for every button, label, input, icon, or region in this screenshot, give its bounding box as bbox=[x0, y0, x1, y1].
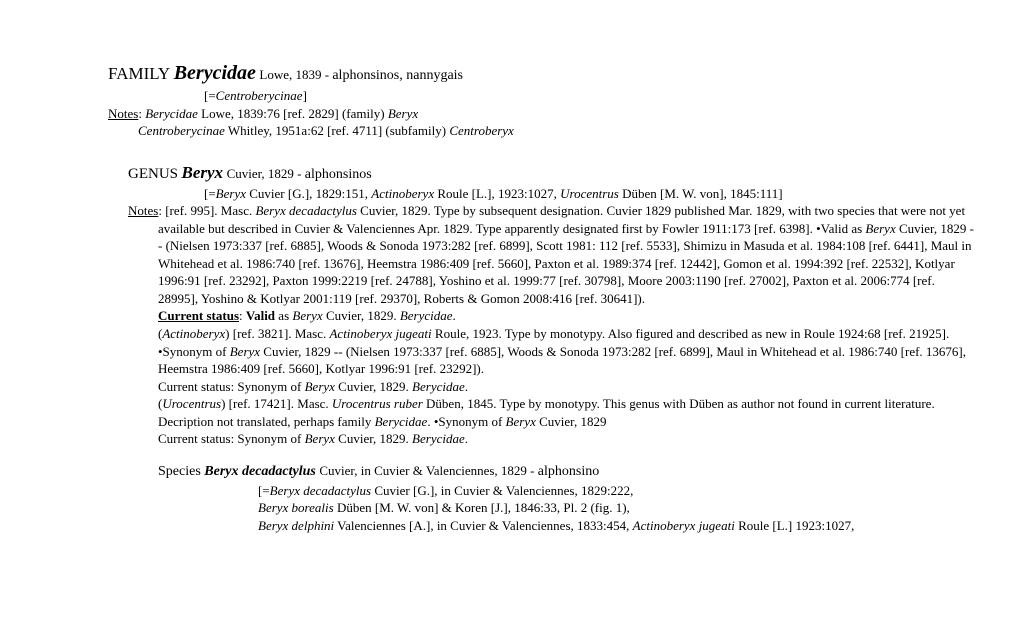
syn-text: Urocentrus ruber bbox=[332, 396, 423, 411]
status-label: Current status bbox=[158, 308, 239, 323]
family-author: Lowe, 1839 - bbox=[259, 67, 332, 82]
species-name: Beryx decadactylus bbox=[204, 464, 316, 479]
status-text: Valid bbox=[246, 308, 275, 323]
notes-text: Centroberyx bbox=[449, 123, 514, 138]
notes-text: Beryx bbox=[388, 106, 418, 121]
notes-label: Notes bbox=[128, 203, 158, 218]
genus-synonym: [=Beryx Cuvier [G.], 1829:151, Actinober… bbox=[204, 185, 1020, 203]
syn-text: Cuvier [G.], in Cuvier & Valenciennes, 1… bbox=[371, 483, 633, 498]
status-text: Cuvier, 1829. bbox=[335, 431, 412, 446]
genus-current-status: Current status: Valid as Beryx Cuvier, 1… bbox=[158, 307, 978, 325]
status-text: Beryx bbox=[292, 308, 322, 323]
status-text: Beryx bbox=[305, 379, 335, 394]
family-name: Berycidae bbox=[174, 62, 256, 84]
status-text: Current status: Synonym of bbox=[158, 379, 305, 394]
syn-text: Cuvier [G.], 1829:151, bbox=[246, 186, 371, 201]
notes-text: Whitley, 1951a:62 [ref. 4711] (subfamily… bbox=[225, 123, 449, 138]
notes-text: Berycidae bbox=[145, 106, 198, 121]
syn-text: ) [ref. 17421]. Masc. bbox=[221, 396, 332, 411]
syn-text: Beryx borealis bbox=[258, 500, 334, 515]
notes-text: Beryx decadactylus bbox=[255, 203, 356, 218]
syn-prefix: [= bbox=[258, 483, 270, 498]
syn-text: Urocentrus bbox=[162, 396, 221, 411]
status-text: Berycidae bbox=[412, 379, 465, 394]
genus-actinoberyx-status: Current status: Synonym of Beryx Cuvier,… bbox=[158, 378, 1020, 396]
genus-label: GENUS bbox=[128, 166, 178, 182]
family-common: alphonsinos, nannygais bbox=[332, 68, 463, 83]
syn-text: Beryx bbox=[506, 414, 536, 429]
genus-urocentrus: (Urocentrus) [ref. 17421]. Masc. Urocent… bbox=[158, 395, 978, 430]
species-synonym-2: Beryx borealis Düben [M. W. von] & Koren… bbox=[258, 499, 1020, 517]
species-label: Species bbox=[158, 464, 201, 479]
notes-text: Lowe, 1839:76 [ref. 2829] (family) bbox=[198, 106, 388, 121]
syn-text: Beryx decadactylus bbox=[270, 483, 371, 498]
syn-text: Actinoberyx bbox=[371, 186, 434, 201]
species-synonym-1: [=Beryx decadactylus Cuvier [G.], in Cuv… bbox=[258, 482, 1020, 500]
syn-text: ) [ref. 3821]. Masc. bbox=[225, 326, 329, 341]
genus-urocentrus-status: Current status: Synonym of Beryx Cuvier,… bbox=[158, 430, 1020, 448]
syn-text: . •Synonym of bbox=[427, 414, 505, 429]
notes-label: Notes bbox=[108, 106, 138, 121]
status-text: Cuvier, 1829. bbox=[335, 379, 412, 394]
genus-common: alphonsinos bbox=[305, 167, 372, 182]
genus-actinoberyx: (Actinoberyx) [ref. 3821]. Masc. Actinob… bbox=[158, 325, 978, 378]
status-text: . bbox=[453, 308, 456, 323]
syn-text: Urocentrus bbox=[560, 186, 619, 201]
syn-text: Roule [L.] 1923:1027, bbox=[735, 518, 855, 533]
syn-text: Actinoberyx jugeati bbox=[329, 326, 431, 341]
species-common: alphonsino bbox=[538, 464, 599, 479]
syn-name: Centroberycinae bbox=[216, 88, 303, 103]
family-label: FAMILY bbox=[108, 64, 170, 83]
syn-text: Valenciennes [A.], in Cuvier & Valencien… bbox=[334, 518, 632, 533]
syn-text: Beryx bbox=[230, 344, 260, 359]
syn-text: Actinoberyx jugeati bbox=[633, 518, 735, 533]
syn-prefix: [= bbox=[204, 88, 216, 103]
notes-text: Beryx bbox=[865, 221, 895, 236]
syn-text: Cuvier, 1829 bbox=[536, 414, 607, 429]
family-synonym: [=Centroberycinae] bbox=[204, 87, 1020, 105]
species-author: Cuvier, in Cuvier & Valenciennes, 1829 - bbox=[319, 463, 537, 478]
syn-text: Berycidae bbox=[375, 414, 428, 429]
syn-text: Roule [L.], 1923:1027, bbox=[434, 186, 560, 201]
status-text: Cuvier, 1829. bbox=[323, 308, 400, 323]
status-text: : bbox=[239, 308, 246, 323]
notes-text: Centroberycinae bbox=[138, 123, 225, 138]
status-text: Berycidae bbox=[412, 431, 465, 446]
syn-text: Cuvier, 1829 -- (Nielsen 1973:337 [ref. … bbox=[158, 344, 966, 377]
species-synonym-3: Beryx delphini Valenciennes [A.], in Cuv… bbox=[258, 517, 1020, 535]
syn-text: Beryx bbox=[216, 186, 246, 201]
notes-text: [ref. 995]. Masc. bbox=[165, 203, 255, 218]
family-heading: FAMILY Berycidae Lowe, 1839 - alphonsino… bbox=[108, 60, 1020, 87]
species-heading: Species Beryx decadactylus Cuvier, in Cu… bbox=[158, 462, 1020, 482]
syn-text: Düben [M. W. von], 1845:111] bbox=[619, 186, 783, 201]
genus-notes: Notes: [ref. 995]. Masc. Beryx decadacty… bbox=[158, 202, 978, 307]
syn-prefix: [= bbox=[204, 186, 216, 201]
status-text: Beryx bbox=[305, 431, 335, 446]
genus-name: Beryx bbox=[182, 163, 224, 182]
status-text: as bbox=[275, 308, 292, 323]
syn-text: Beryx delphini bbox=[258, 518, 334, 533]
status-text: Current status: Synonym of bbox=[158, 431, 305, 446]
status-text: . bbox=[465, 379, 468, 394]
syn-text: Actinoberyx bbox=[162, 326, 225, 341]
status-text: . bbox=[465, 431, 468, 446]
genus-author: Cuvier, 1829 - bbox=[227, 166, 305, 181]
family-notes: Notes: Berycidae Lowe, 1839:76 [ref. 282… bbox=[138, 105, 1020, 140]
syn-suffix: ] bbox=[303, 88, 307, 103]
genus-heading: GENUS Beryx Cuvier, 1829 - alphonsinos bbox=[128, 162, 1020, 185]
status-text: Berycidae bbox=[400, 308, 453, 323]
syn-text: Düben [M. W. von] & Koren [J.], 1846:33,… bbox=[334, 500, 630, 515]
